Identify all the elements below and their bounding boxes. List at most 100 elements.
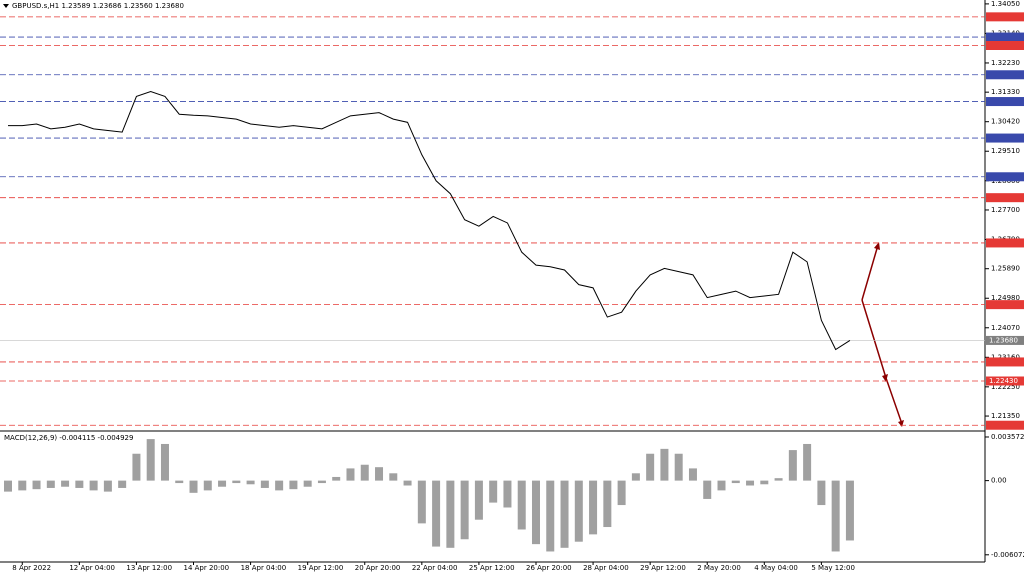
level-box: [986, 420, 1024, 430]
macd-bar: [346, 468, 355, 481]
y-tick-label: 1.25890: [991, 265, 1020, 273]
macd-bar: [760, 480, 769, 485]
y-tick-label: 1.34050: [991, 0, 1020, 8]
macd-bar: [489, 480, 498, 503]
y-tick-label: 1.27700: [991, 206, 1020, 214]
level-box: [986, 357, 1024, 367]
x-tick-label: 8 Apr 2022: [12, 564, 51, 572]
macd-bar: [146, 439, 155, 481]
macd-bar: [531, 480, 540, 545]
macd-bar: [688, 468, 697, 481]
macd-bar: [517, 480, 526, 530]
y-tick-label: 1.24070: [991, 324, 1020, 332]
indicator-title: MACD(12,26,9) -0.004115 -0.004929: [4, 434, 133, 442]
macd-bar: [817, 480, 826, 506]
macd-bar: [32, 480, 41, 490]
last-price-box: [986, 335, 1024, 345]
x-tick-label: 29 Apr 12:00: [640, 564, 686, 572]
macd-bar: [717, 480, 726, 491]
y-tick-label: 1.21350: [991, 412, 1020, 420]
level-box: [986, 70, 1024, 80]
macd-bar: [289, 480, 298, 490]
level-box: [986, 376, 1024, 386]
macd-bar: [275, 480, 284, 491]
macd-bar: [574, 480, 583, 542]
x-tick-label: 20 Apr 20:00: [355, 564, 401, 572]
macd-bar: [160, 443, 169, 481]
macd-bar: [560, 480, 569, 548]
macd-bar: [432, 480, 441, 547]
macd-bar: [360, 464, 369, 481]
y-tick-label: 0.003572: [991, 433, 1024, 441]
menu-triangle[interactable]: [3, 4, 9, 8]
arrow-head: [874, 242, 880, 250]
x-tick-label: 4 May 04:00: [754, 564, 798, 572]
macd-bar: [132, 453, 141, 481]
macd-bar: [803, 443, 812, 481]
macd-bar: [203, 480, 212, 491]
level-box: [986, 133, 1024, 143]
level-box: [986, 40, 1024, 50]
macd-bar: [703, 480, 712, 499]
macd-bar: [460, 480, 469, 540]
macd-bar: [674, 453, 683, 481]
x-tick-label: 5 May 12:00: [811, 564, 855, 572]
macd-bar: [232, 480, 241, 484]
y-tick-label: 1.32230: [991, 59, 1020, 67]
x-tick-label: 28 Apr 04:00: [583, 564, 629, 572]
macd-bar: [446, 480, 455, 548]
macd-bar: [18, 480, 27, 491]
macd-bar: [617, 480, 626, 506]
macd-bar: [375, 467, 384, 481]
level-box: [986, 97, 1024, 107]
macd-bar: [546, 480, 555, 552]
level-box: [986, 193, 1024, 203]
macd-bar: [788, 450, 797, 481]
macd-bar: [189, 480, 198, 493]
macd-bar: [118, 480, 127, 488]
x-tick-label: 26 Apr 20:00: [526, 564, 572, 572]
y-tick-label: 1.22250: [991, 383, 1020, 391]
x-tick-label: 25 Apr 12:00: [469, 564, 515, 572]
macd-bar: [746, 480, 755, 486]
macd-bar: [831, 480, 840, 552]
y-tick-label: -0.006072: [991, 551, 1024, 559]
macd-bar: [246, 480, 255, 485]
macd-bar: [303, 480, 312, 487]
macd-bar: [317, 480, 326, 484]
x-tick-label: 12 Apr 04:00: [69, 564, 115, 572]
macd-bar: [46, 480, 55, 488]
level-box: [986, 300, 1024, 310]
macd-bar: [774, 478, 783, 481]
macd-bar: [403, 480, 412, 486]
macd-bar: [731, 480, 740, 484]
macd-bar: [589, 480, 598, 535]
macd-bar: [845, 480, 854, 541]
y-tick-label: 1.24980: [991, 294, 1020, 302]
macd-bar: [389, 473, 398, 481]
x-tick-label: 22 Apr 04:00: [412, 564, 458, 572]
macd-bar: [603, 480, 612, 528]
level-box: [986, 238, 1024, 248]
macd-bar: [474, 480, 483, 520]
macd-bar: [4, 480, 12, 492]
macd-bar: [332, 476, 341, 481]
macd-bar: [75, 480, 84, 488]
macd-bar: [260, 480, 269, 488]
macd-bar: [631, 473, 640, 481]
macd-bar: [660, 448, 669, 481]
chart-title: GBPUSD.s,H1 1.23589 1.23686 1.23560 1.23…: [12, 2, 184, 10]
macd-bar: [646, 453, 655, 481]
y-tick-label: 0.00: [991, 477, 1007, 485]
x-tick-label: 18 Apr 04:00: [241, 564, 287, 572]
macd-bar: [61, 480, 70, 487]
y-tick-label: 1.30420: [991, 118, 1020, 126]
x-tick-label: 2 May 20:00: [697, 564, 741, 572]
y-tick-label: 1.23160: [991, 353, 1020, 361]
y-tick-label: 1.29510: [991, 147, 1020, 155]
level-box: [986, 172, 1024, 182]
arrow-head: [882, 374, 904, 427]
macd-bar: [175, 480, 184, 484]
